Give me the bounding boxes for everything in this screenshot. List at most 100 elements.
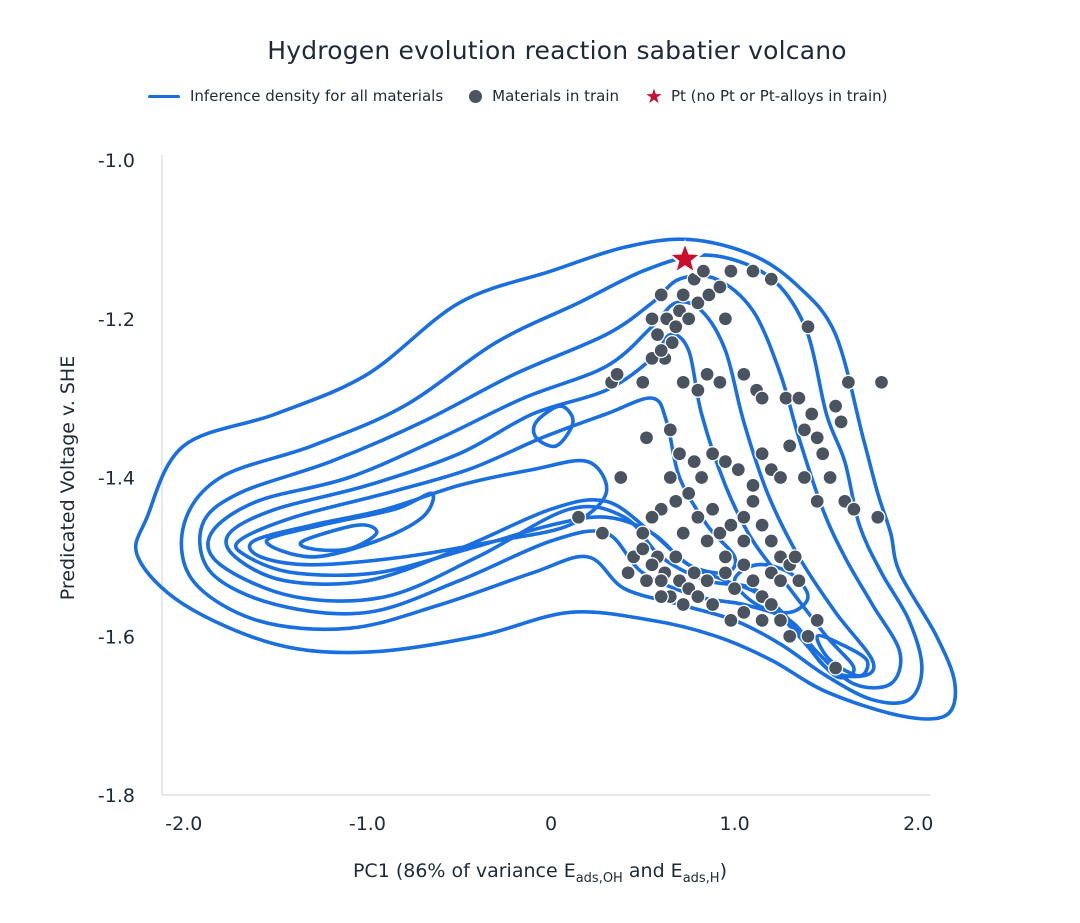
train-point bbox=[827, 398, 844, 414]
axes bbox=[161, 155, 930, 796]
train-point bbox=[723, 517, 739, 533]
train-point bbox=[870, 509, 886, 525]
train-point bbox=[815, 446, 831, 462]
train-point bbox=[772, 573, 789, 589]
train-point bbox=[763, 533, 779, 549]
train-point bbox=[638, 573, 655, 589]
train-point bbox=[690, 588, 706, 605]
x-axis-label-mid: and E bbox=[623, 860, 683, 882]
train-point bbox=[704, 446, 721, 462]
train-point bbox=[754, 612, 770, 629]
x-tick-label-1: -1.0 bbox=[349, 813, 386, 835]
train-point bbox=[791, 573, 807, 589]
y-tick-label-4: -1.8 bbox=[98, 785, 135, 807]
train-point bbox=[833, 414, 849, 430]
legend-label-train: Materials in train bbox=[492, 87, 620, 105]
train-point bbox=[772, 469, 789, 486]
train-point bbox=[653, 342, 669, 359]
train-point bbox=[644, 509, 660, 525]
density-contour-5 bbox=[234, 396, 738, 578]
legend-label-pt: Pt (no Pt or Pt-alloys in train) bbox=[670, 87, 888, 105]
train-point bbox=[736, 509, 752, 525]
train-point bbox=[704, 596, 721, 613]
x-ticks: -2.0 -1.0 0 1.0 2.0 bbox=[165, 813, 933, 835]
x-axis-label: PC1 (86% of variance Eads,OH and Eads,H) bbox=[353, 860, 727, 886]
train-point bbox=[671, 446, 688, 462]
train-point bbox=[754, 446, 770, 462]
legend-dot-swatch bbox=[469, 89, 483, 103]
train-point bbox=[662, 469, 678, 486]
train-point bbox=[827, 660, 844, 676]
legend-line-swatch bbox=[148, 94, 180, 98]
train-point bbox=[745, 493, 761, 509]
y-tick-label-2: -1.4 bbox=[98, 468, 135, 490]
train-point bbox=[653, 573, 669, 589]
train-point bbox=[681, 311, 697, 327]
train-point bbox=[787, 549, 803, 565]
train-point bbox=[690, 509, 706, 525]
train-point bbox=[653, 588, 669, 605]
train-point bbox=[664, 334, 680, 351]
y-tick-label-3: -1.6 bbox=[98, 626, 135, 648]
density-contour-11 bbox=[815, 633, 870, 678]
train-point bbox=[686, 453, 702, 470]
train-point bbox=[782, 438, 798, 454]
density-contour-1 bbox=[179, 253, 924, 705]
train-point bbox=[712, 279, 728, 295]
train-point bbox=[693, 469, 710, 486]
train-point bbox=[699, 533, 715, 549]
train-point bbox=[675, 374, 691, 390]
density-contour-3 bbox=[206, 300, 876, 679]
density-contour-2 bbox=[198, 273, 903, 690]
train-point bbox=[796, 469, 813, 486]
y-axis-label: Predicated Voltage v. SHE bbox=[57, 356, 79, 600]
y-tick-label-1: -1.2 bbox=[98, 309, 135, 331]
train-point bbox=[745, 477, 761, 494]
train-point bbox=[717, 453, 734, 470]
train-point bbox=[712, 374, 728, 390]
train-point bbox=[594, 525, 611, 541]
train-point bbox=[809, 612, 825, 629]
density-contour-6 bbox=[247, 458, 609, 567]
density-contour-10 bbox=[732, 562, 810, 615]
train-point bbox=[668, 319, 684, 335]
train-point bbox=[638, 430, 655, 446]
train-point bbox=[763, 596, 779, 613]
train-point bbox=[662, 422, 678, 438]
train-point bbox=[635, 541, 651, 557]
legend-item-pt: ★ Pt (no Pt or Pt-alloys in train) bbox=[645, 86, 887, 106]
train-point bbox=[726, 580, 743, 597]
train-point bbox=[782, 628, 798, 644]
train-point bbox=[796, 422, 813, 438]
train-point bbox=[681, 485, 697, 502]
train-point bbox=[717, 549, 734, 565]
train-point bbox=[846, 501, 862, 517]
train-point bbox=[809, 493, 825, 509]
train-point bbox=[653, 287, 669, 303]
train-points bbox=[570, 263, 890, 676]
density-contours bbox=[133, 237, 958, 721]
train-point bbox=[723, 263, 739, 279]
train-point bbox=[620, 565, 636, 581]
train-point bbox=[675, 287, 691, 303]
train-point bbox=[701, 287, 717, 303]
train-point bbox=[778, 390, 794, 406]
train-point bbox=[699, 366, 715, 382]
train-point bbox=[840, 374, 857, 390]
chart-title: Hydrogen evolution reaction sabatier vol… bbox=[267, 36, 847, 65]
train-point bbox=[686, 565, 702, 581]
train-point bbox=[712, 525, 728, 541]
train-point bbox=[704, 501, 721, 517]
train-point bbox=[668, 493, 684, 509]
density-contour-0 bbox=[133, 237, 958, 721]
train-point bbox=[699, 573, 715, 589]
x-tick-label-2: 0 bbox=[545, 813, 557, 835]
legend-item-train: Materials in train bbox=[469, 87, 619, 105]
train-point bbox=[791, 390, 807, 406]
train-point bbox=[695, 263, 712, 279]
train-point bbox=[800, 319, 816, 335]
train-point bbox=[804, 406, 820, 422]
train-point bbox=[763, 271, 779, 287]
train-point bbox=[668, 549, 684, 565]
